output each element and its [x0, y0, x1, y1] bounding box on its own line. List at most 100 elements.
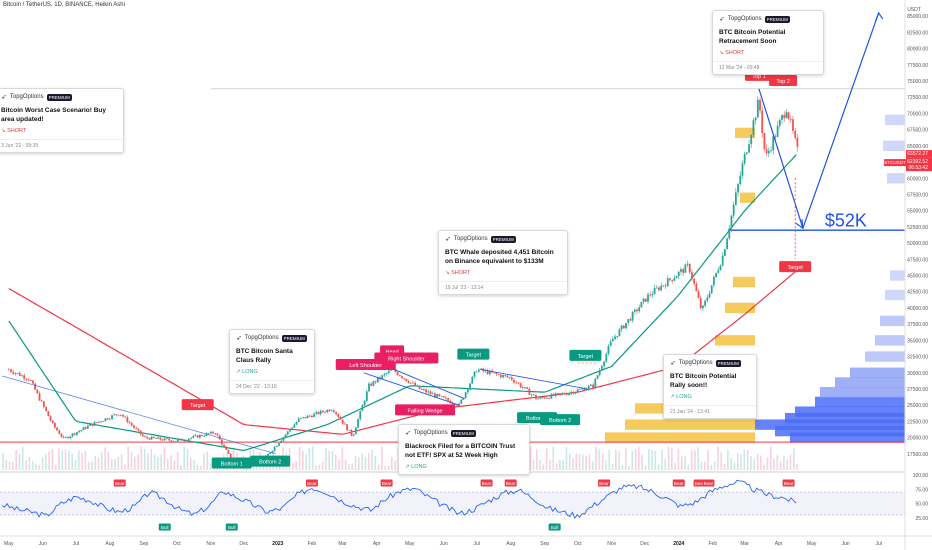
price-scale-label: 65000.00 — [907, 144, 928, 150]
time-axis-label: Aug — [506, 541, 515, 547]
time-axis-label: Apr — [775, 541, 783, 547]
candle-body — [458, 403, 460, 406]
idea-card-retracement[interactable]: ➶ TopgOptions PREMIUM BTC Bitcoin Potentia… — [712, 10, 824, 75]
candle-body — [361, 405, 364, 411]
volume-bar — [585, 455, 587, 470]
pattern-label: Head — [386, 349, 399, 355]
candle-body — [765, 149, 768, 154]
author-logo-icon: ➶ — [670, 360, 676, 367]
candle-body — [297, 418, 300, 422]
candle-body — [401, 376, 403, 379]
candle-body — [488, 370, 491, 375]
candle-body — [583, 388, 586, 391]
volume-bar — [160, 454, 162, 470]
candle-body — [328, 409, 331, 412]
candle-body — [752, 120, 755, 136]
volume-bar — [338, 459, 340, 470]
volume-bar — [173, 460, 176, 470]
card-direction: ↗ LONG — [399, 460, 529, 474]
volume-bar — [77, 450, 80, 470]
direction-label: SHORT — [725, 50, 745, 56]
volume-profile-bar — [815, 396, 905, 408]
card-date: 21 Jan '24 - 13:41 — [664, 405, 756, 418]
volume-bar — [638, 447, 640, 470]
pattern-label: Bottom 2 — [259, 460, 281, 466]
pattern-label: Falling Wedge — [408, 408, 443, 414]
candle-body — [387, 370, 390, 374]
rsi-signal-box — [504, 479, 517, 487]
candle-body — [359, 410, 362, 420]
volume-bar — [680, 456, 683, 470]
last-price-label: 62392.52 — [907, 159, 928, 165]
candle-body — [594, 378, 597, 388]
volume-profile-bar — [890, 270, 905, 281]
volume-bar — [605, 460, 607, 470]
volume-bar — [769, 446, 772, 470]
volume-bar — [58, 448, 60, 470]
rsi-signal-label: Bear — [599, 481, 609, 486]
candle-body — [642, 298, 645, 303]
price-scale-label: 35000.00 — [907, 338, 928, 344]
idea-card-santa-rally[interactable]: ➶ TopgOptions PREMIUM BTC Bitcoin Santa Cl… — [229, 329, 315, 394]
candle-body — [376, 377, 379, 383]
candle-body — [715, 272, 717, 277]
candle-body — [350, 429, 353, 436]
volume-bar — [707, 450, 709, 470]
volume-bar — [97, 457, 100, 470]
rsi-scale-label: 100.00 — [913, 473, 929, 479]
card-title: BTC Bitcoin Potential Retracement Soon — [719, 29, 786, 45]
candle-body — [763, 133, 766, 150]
candle-body — [409, 382, 412, 384]
price-scale-label: 82500.00 — [907, 30, 928, 36]
volume-bar — [163, 447, 166, 470]
candle-body — [477, 369, 480, 372]
candle-body — [721, 255, 724, 266]
pattern-label: Left Shoulder — [349, 363, 382, 369]
candle-body — [471, 376, 474, 384]
candle-body — [183, 440, 186, 442]
price-scale-label: 22500.00 — [907, 419, 928, 425]
volume-bar — [651, 449, 653, 470]
card-direction: ↘ SHORT — [713, 46, 823, 56]
candle-body — [23, 375, 26, 379]
volume-bar — [792, 448, 795, 470]
volume-bar — [150, 448, 153, 470]
volume-bar — [130, 452, 133, 470]
pattern-label: Target — [466, 353, 482, 359]
candle-body — [627, 319, 630, 323]
volume-profile-bar — [785, 412, 905, 424]
candle-body — [229, 453, 232, 460]
candle-body — [311, 415, 313, 418]
volume-bar — [292, 462, 294, 470]
candle-body — [181, 438, 184, 441]
volume-bar — [654, 450, 657, 470]
idea-card-whale-deposit[interactable]: ➶ TopgOptions PREMIUM BTC Whale deposited … — [438, 230, 568, 295]
candle-body — [148, 438, 151, 440]
candle-body — [225, 446, 228, 450]
volume-profile-bar — [883, 140, 905, 152]
candle-body — [343, 423, 346, 425]
volume-bar — [789, 454, 792, 470]
idea-card-blackrock[interactable]: ➶ TopgOptions PREMIUM Blackrock Filed for … — [398, 424, 530, 475]
last-price-tag — [906, 157, 932, 172]
rsi-signal-label: Bull — [551, 525, 559, 530]
candle-body — [785, 112, 788, 118]
volume-bar — [117, 456, 120, 470]
candle-body — [122, 414, 124, 417]
candle-body — [609, 341, 612, 346]
volume-bar — [624, 448, 627, 470]
candle-body — [662, 285, 665, 287]
idea-card-potential-rally[interactable]: ➶ TopgOptions PREMIUM BTC Bitcoin Potentia… — [663, 354, 757, 419]
candle-body — [177, 439, 179, 442]
premium-badge: PREMIUM — [46, 93, 72, 101]
candle-body — [712, 276, 715, 286]
candle-body — [579, 388, 581, 390]
idea-card-worst-case[interactable]: ➶ TopgOptions PREMIUM Bitcoin Worst Case S… — [0, 88, 124, 153]
volume-bar — [186, 449, 189, 470]
candle-body — [69, 436, 72, 439]
pattern-label-box — [457, 348, 490, 360]
card-date: 3 Jun '22 - 09:39 — [0, 139, 123, 152]
volume-bar — [723, 464, 726, 470]
candle-body — [774, 136, 777, 138]
